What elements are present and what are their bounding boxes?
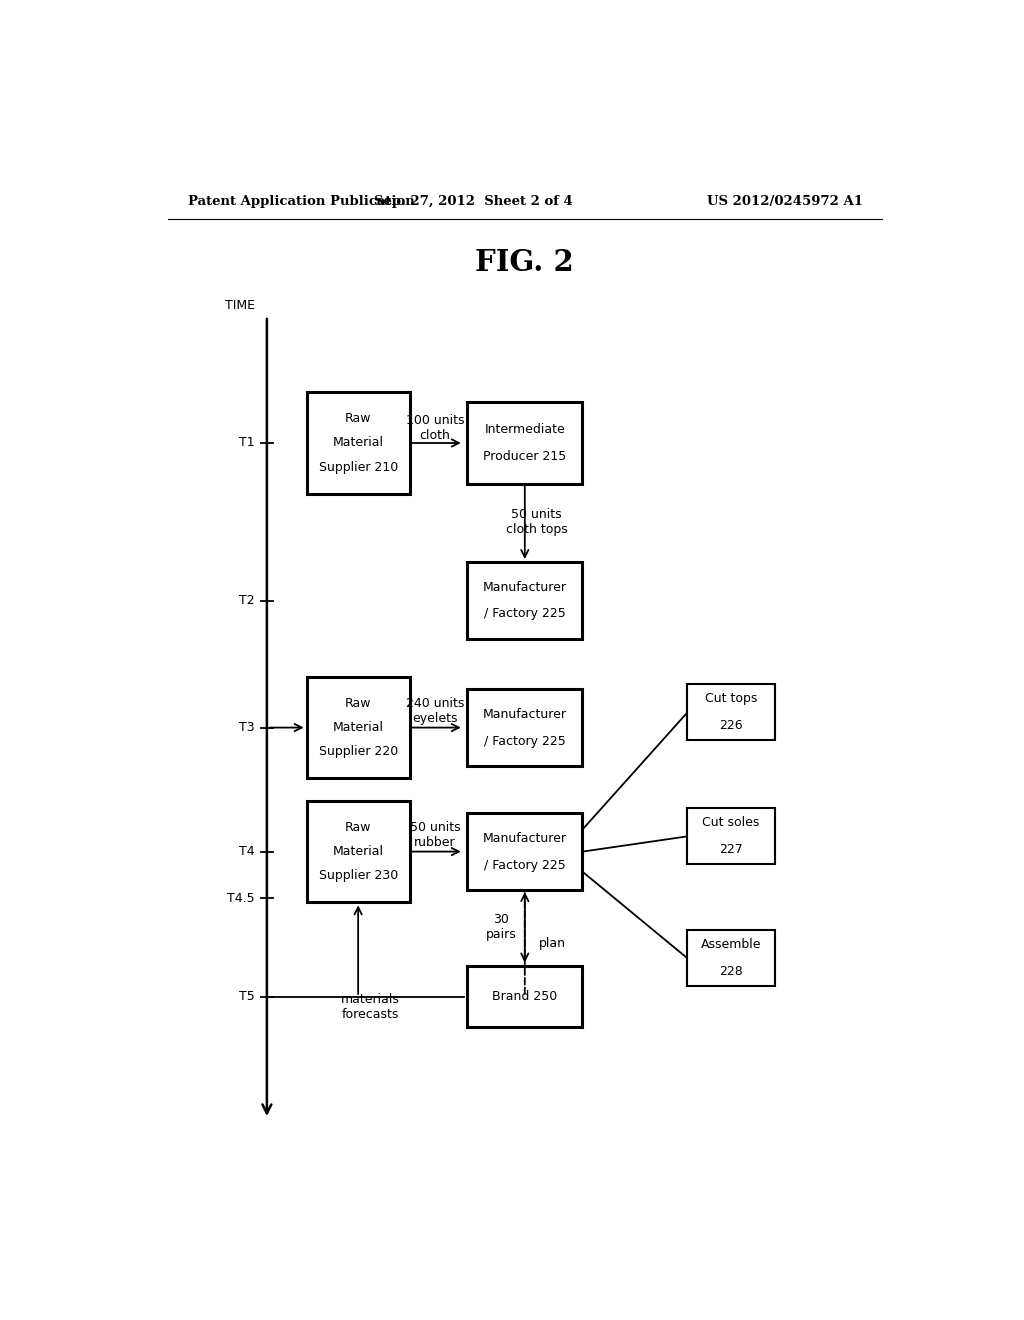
Bar	[306, 801, 410, 903]
Text: Manufacturer: Manufacturer	[482, 581, 567, 594]
Text: FIG. 2: FIG. 2	[475, 248, 574, 277]
Bar	[467, 966, 583, 1027]
Text: / Factory 225: / Factory 225	[484, 858, 565, 871]
Text: T5: T5	[240, 990, 255, 1003]
Text: TIME: TIME	[225, 300, 255, 313]
Bar	[306, 677, 410, 779]
Text: Supplier 220: Supplier 220	[318, 746, 397, 759]
Text: 30
pairs: 30 pairs	[485, 913, 516, 941]
Text: Material: Material	[333, 845, 384, 858]
Text: Material: Material	[333, 721, 384, 734]
Text: Cut soles: Cut soles	[702, 817, 760, 829]
Bar	[467, 562, 583, 639]
Bar	[467, 813, 583, 890]
Text: T4: T4	[240, 845, 255, 858]
Bar	[467, 403, 583, 483]
Text: T1: T1	[240, 437, 255, 450]
Text: plan: plan	[539, 937, 566, 949]
Bar	[687, 808, 775, 865]
Bar	[467, 689, 583, 766]
Text: 240 units
eyelets: 240 units eyelets	[406, 697, 464, 725]
Text: 226: 226	[719, 719, 743, 733]
Text: Producer 215: Producer 215	[483, 450, 566, 463]
Text: / Factory 225: / Factory 225	[484, 734, 565, 747]
Text: Manufacturer: Manufacturer	[482, 832, 567, 845]
Text: Raw: Raw	[345, 697, 372, 710]
Bar	[306, 392, 410, 494]
Bar	[687, 931, 775, 986]
Text: US 2012/0245972 A1: US 2012/0245972 A1	[708, 194, 863, 207]
Text: Intermediate: Intermediate	[484, 424, 565, 436]
Text: Cut tops: Cut tops	[705, 693, 758, 705]
Text: Patent Application Publication: Patent Application Publication	[187, 194, 415, 207]
Text: / Factory 225: / Factory 225	[484, 607, 565, 620]
Text: 100 units
cloth: 100 units cloth	[406, 413, 464, 442]
Text: Assemble: Assemble	[700, 939, 762, 952]
Text: Raw: Raw	[345, 821, 372, 834]
Text: T2: T2	[240, 594, 255, 607]
Text: T3: T3	[240, 721, 255, 734]
Text: 50 units
cloth tops: 50 units cloth tops	[506, 508, 567, 536]
Text: Manufacturer: Manufacturer	[482, 708, 567, 721]
Text: T4.5: T4.5	[227, 892, 255, 904]
Text: materials
forecasts: materials forecasts	[341, 993, 399, 1022]
Text: Brand 250: Brand 250	[493, 990, 557, 1003]
Text: 227: 227	[719, 843, 743, 857]
Text: 50 units
rubber: 50 units rubber	[410, 821, 461, 849]
Text: Sep. 27, 2012  Sheet 2 of 4: Sep. 27, 2012 Sheet 2 of 4	[374, 194, 572, 207]
Bar	[687, 684, 775, 741]
Text: Supplier 230: Supplier 230	[318, 870, 397, 883]
Text: 228: 228	[719, 965, 743, 978]
Text: Material: Material	[333, 437, 384, 450]
Text: Raw: Raw	[345, 412, 372, 425]
Text: Supplier 210: Supplier 210	[318, 461, 397, 474]
